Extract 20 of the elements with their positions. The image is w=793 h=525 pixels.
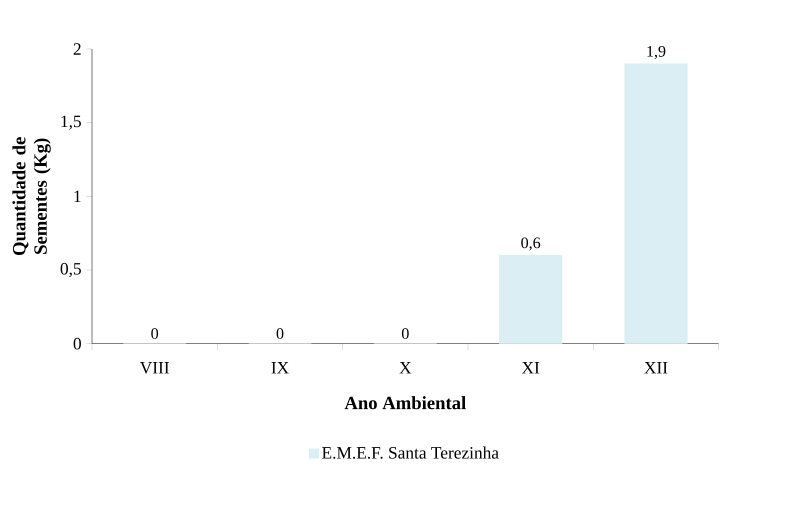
y-tick-label: 2: [74, 43, 81, 55]
data-label: 0: [402, 328, 409, 339]
x-axis-title: Ano Ambiental: [344, 396, 466, 410]
y-axis-title: Quantidade de Sementes (Kg): [12, 137, 51, 256]
x-tick-label: VIII: [140, 362, 169, 374]
y-tick-label: 0,5: [60, 262, 81, 278]
bar: [624, 63, 688, 344]
data-label: 0,6: [521, 237, 540, 251]
y-tick-label: 1: [74, 190, 81, 202]
y-tick-label: 0: [74, 338, 81, 350]
legend-label: E.M.E.F. Santa Terezinha: [322, 446, 499, 459]
x-tick-label: XII: [644, 362, 668, 374]
x-tick-label: XI: [522, 362, 540, 374]
x-tick-label: X: [399, 362, 412, 374]
y-tick-label: 1,5: [61, 116, 81, 130]
x-tick-label: IX: [271, 362, 289, 374]
data-label: 1,9: [647, 46, 666, 60]
data-label: 0: [276, 328, 284, 339]
bar: [499, 254, 562, 344]
data-label: 0: [151, 328, 158, 339]
